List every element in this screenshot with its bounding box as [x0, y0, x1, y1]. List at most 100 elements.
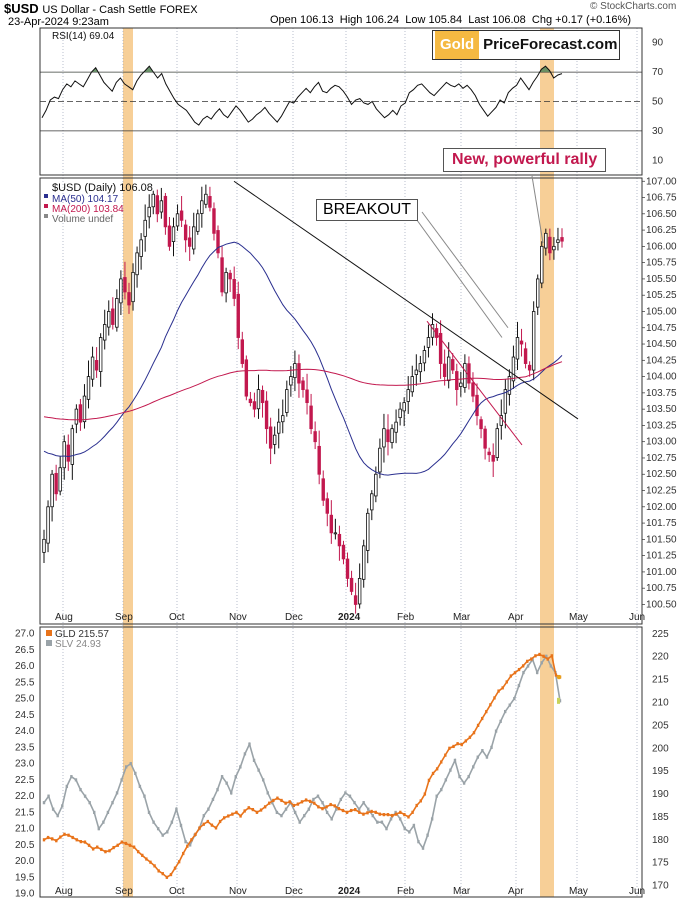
gld-last-marker	[556, 674, 562, 680]
gld-line-bar	[513, 671, 517, 675]
slv-line-bar	[517, 683, 521, 688]
candle-body	[382, 428, 386, 448]
candle-body	[58, 467, 62, 492]
candle-body	[341, 544, 346, 560]
slv-line-bar	[440, 788, 443, 792]
slv-line-bar	[481, 749, 484, 753]
candle-body	[143, 219, 147, 237]
rsi-tick-70: 70	[652, 67, 664, 78]
gld-line-bar	[108, 849, 111, 853]
candle-body	[192, 226, 196, 250]
gld-line-bar	[313, 801, 316, 805]
slv-swatch	[46, 640, 52, 646]
price-tick-103.00: 103.00	[646, 437, 677, 448]
candle-body	[42, 538, 46, 553]
candle-body	[264, 400, 269, 430]
gld-line-bar	[472, 731, 476, 735]
gld-line-bar	[362, 812, 365, 816]
slv-line-bar	[325, 810, 329, 815]
legend-swatch-volume	[44, 214, 48, 218]
candle-body	[523, 348, 528, 364]
slv-line-bar	[330, 817, 333, 821]
price-legend-ma200: MA(200) 103.84	[52, 204, 124, 215]
price-tick-105.00: 105.00	[646, 306, 677, 317]
candle-body	[115, 298, 119, 328]
slv-line-bar	[412, 823, 416, 828]
candle-body	[357, 578, 362, 605]
gld-line-bar	[263, 805, 267, 809]
slv-line-bar	[504, 709, 507, 714]
bottom-xtick-Feb: Feb	[397, 886, 415, 897]
trendline-red	[426, 320, 523, 446]
gld-line-bar	[493, 696, 496, 700]
candle-body	[70, 428, 75, 465]
slv-line-bar	[248, 742, 251, 746]
slv-line-bar	[83, 794, 87, 798]
candle-body	[426, 337, 431, 348]
slv-line-bar	[102, 820, 105, 824]
gld-line-bar	[542, 654, 545, 658]
candle-body	[471, 382, 475, 397]
slv-line-bar	[376, 820, 379, 824]
candle-body	[374, 473, 378, 497]
gld-line-bar	[456, 742, 459, 746]
slv-tick-26.0: 26.0	[15, 661, 35, 672]
gld-line-bar	[136, 850, 140, 854]
price-tick-105.25: 105.25	[646, 290, 677, 301]
slv-line-bar	[371, 814, 374, 818]
price-xtick-Oct: Oct	[169, 612, 185, 623]
slv-line-bar	[430, 817, 434, 821]
price-tick-101.75: 101.75	[646, 518, 677, 529]
candle-body	[495, 428, 499, 458]
gld-line-bar	[83, 840, 87, 844]
slv-tick-24.5: 24.5	[15, 710, 35, 721]
gld-line-bar	[427, 778, 431, 782]
price-tick-105.75: 105.75	[646, 258, 677, 269]
candle-body	[337, 533, 342, 547]
candle-body	[74, 408, 79, 425]
gld-line-bar	[390, 813, 394, 818]
gld-line-bar	[407, 815, 410, 819]
gld-tick-185: 185	[652, 812, 669, 823]
candle-body	[366, 512, 370, 551]
gld-line-bar	[509, 674, 513, 678]
rally-leader	[531, 175, 544, 244]
slv-line-bar	[398, 817, 402, 821]
slv-line-bar	[417, 840, 420, 844]
bottom-xtick-2024: 2024	[338, 886, 361, 897]
gld-line-bar	[190, 838, 193, 842]
slv-line-bar	[65, 784, 69, 788]
slv-tick-19.5: 19.5	[15, 872, 35, 883]
slv-line-bar	[385, 827, 388, 831]
gld-line-bar	[308, 799, 312, 803]
price-tick-101.50: 101.50	[646, 534, 677, 545]
candle-body	[438, 332, 443, 364]
gld-line-bar	[128, 843, 132, 847]
candle-body	[204, 193, 208, 205]
candle-body	[511, 356, 516, 382]
gld-line-bar	[206, 819, 210, 824]
slv-line-bar	[522, 670, 525, 675]
candle-body	[272, 434, 277, 445]
price-xtick-Feb: Feb	[397, 612, 415, 623]
bottom-xtick-Jun: Jun	[629, 886, 645, 897]
gld-line-bar	[79, 840, 83, 844]
slv-last-marker	[557, 697, 560, 704]
slv-line-bar	[490, 745, 493, 749]
brand-gold: Gold	[435, 31, 480, 59]
candle-body	[248, 398, 253, 404]
slv-line-bar	[143, 794, 146, 798]
price-legend-volume: Volume undef	[52, 214, 113, 225]
gld-line-bar	[50, 837, 54, 841]
brand-rest: PriceForecast.com	[483, 36, 618, 53]
slv-line-bar	[230, 791, 233, 795]
gld-line-bar	[546, 657, 549, 661]
candle-body	[487, 451, 491, 456]
credit-text: © StockCharts.com	[590, 1, 677, 12]
slv-line-bar	[444, 778, 448, 782]
gld-line-bar	[247, 806, 250, 810]
candle-body	[422, 350, 427, 364]
candle-body	[159, 200, 164, 213]
gld-line-bar	[296, 802, 300, 806]
